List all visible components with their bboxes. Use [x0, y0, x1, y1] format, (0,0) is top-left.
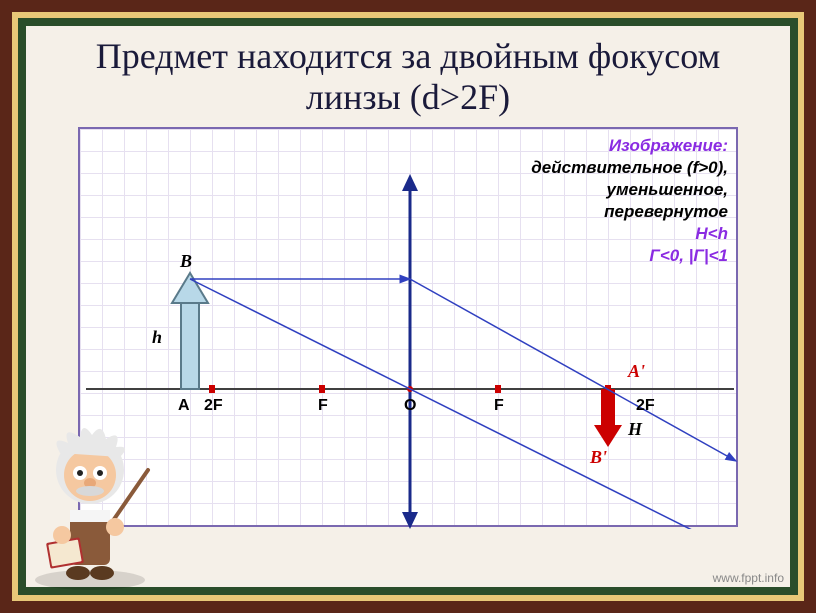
mark-F-left — [319, 385, 325, 393]
lens-arrow-top — [402, 174, 418, 191]
image-properties-box: Изображение: действительное (f>0), умень… — [531, 135, 728, 268]
watermark: www.fppt.info — [713, 571, 784, 585]
label-B: B — [180, 251, 192, 272]
label-H: H — [628, 419, 642, 440]
label-Aprime: A' — [628, 361, 645, 382]
mark-F-right — [495, 385, 501, 393]
label-h: h — [152, 327, 162, 348]
image-stem — [601, 389, 615, 429]
label-F-left: F — [318, 397, 328, 415]
label-2F-right: 2F — [636, 397, 655, 415]
label-A: A — [178, 397, 190, 415]
mark-2F-left — [209, 385, 215, 393]
tb-title: Изображение: — [531, 135, 728, 157]
ray1b — [410, 279, 736, 461]
image-head — [594, 425, 622, 447]
label-Bprime: B' — [590, 447, 607, 468]
page-title: Предмет находится за двойным фокусом лин… — [44, 36, 772, 119]
tb-line4: H<h — [531, 223, 728, 245]
tb-line2: уменьшенное, — [531, 179, 728, 201]
object-stem — [181, 299, 199, 389]
lens-arrow-bottom — [402, 512, 418, 529]
tb-line3: перевернутое — [531, 201, 728, 223]
object-head — [172, 273, 208, 303]
lens-diagram: B h A 2F F O F 2F A' H B' Изображение: д… — [78, 127, 738, 527]
label-O: O — [404, 397, 416, 415]
tb-line1: действительное (f>0), — [531, 157, 728, 179]
label-F-right: F — [494, 397, 504, 415]
tb-line5: Г<0, |Г|<1 — [531, 245, 728, 267]
einstein-cartoon — [20, 415, 160, 595]
label-2F-left: 2F — [204, 397, 223, 415]
